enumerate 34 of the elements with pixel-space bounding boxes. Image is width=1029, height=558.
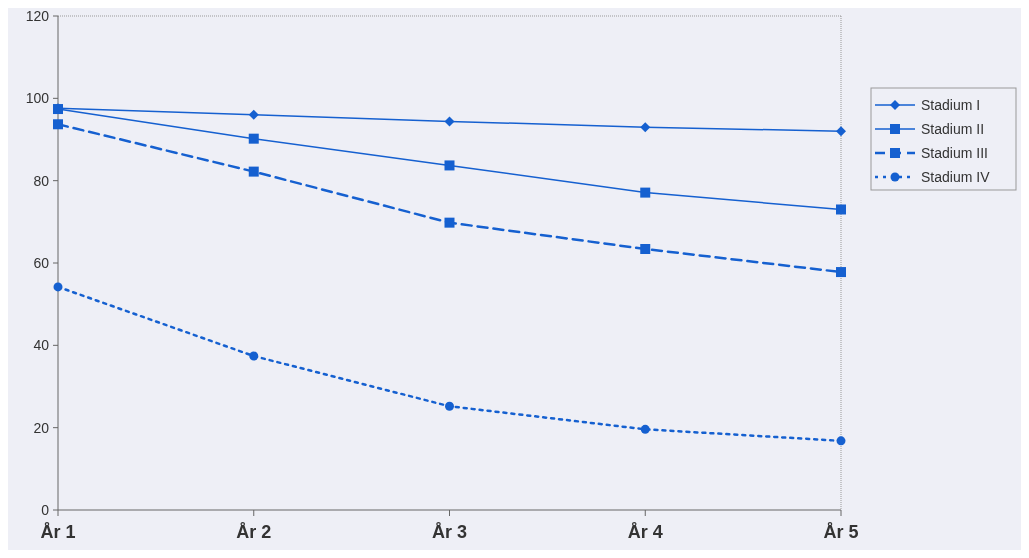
- point: [249, 351, 259, 361]
- point: [836, 267, 846, 278]
- y-tick-label: 80: [33, 172, 50, 189]
- legend-label: Stadium III: [921, 144, 988, 161]
- y-tick-label: 60: [33, 254, 50, 271]
- point: [53, 119, 63, 130]
- point: [640, 187, 651, 198]
- x-tick-label: År 3: [431, 522, 468, 542]
- point: [248, 133, 259, 144]
- legend-label: Stadium IV: [921, 168, 991, 185]
- point: [640, 424, 650, 434]
- point: [444, 217, 455, 228]
- y-tick-label: 120: [25, 7, 50, 24]
- y-tick-label: 40: [33, 337, 50, 354]
- x-tick-label: År 2: [236, 522, 272, 542]
- legend-label: Stadium I: [921, 96, 981, 113]
- x-tick-label: År 1: [40, 522, 76, 542]
- point: [640, 122, 651, 133]
- point: [445, 401, 454, 411]
- point: [836, 436, 846, 446]
- point: [248, 109, 259, 120]
- point: [53, 282, 63, 292]
- point: [836, 204, 846, 215]
- y-tick-label: 0: [41, 501, 50, 518]
- y-tick-label: 100: [25, 90, 50, 107]
- point: [444, 160, 455, 171]
- y-tick-label: 20: [33, 419, 50, 436]
- point: [836, 126, 846, 137]
- point: [248, 166, 259, 177]
- legend-label: Stadium II: [921, 120, 985, 137]
- point: [444, 116, 455, 127]
- x-tick-label: År 5: [823, 522, 859, 542]
- x-tick-label: År 4: [627, 522, 663, 542]
- point: [640, 244, 651, 254]
